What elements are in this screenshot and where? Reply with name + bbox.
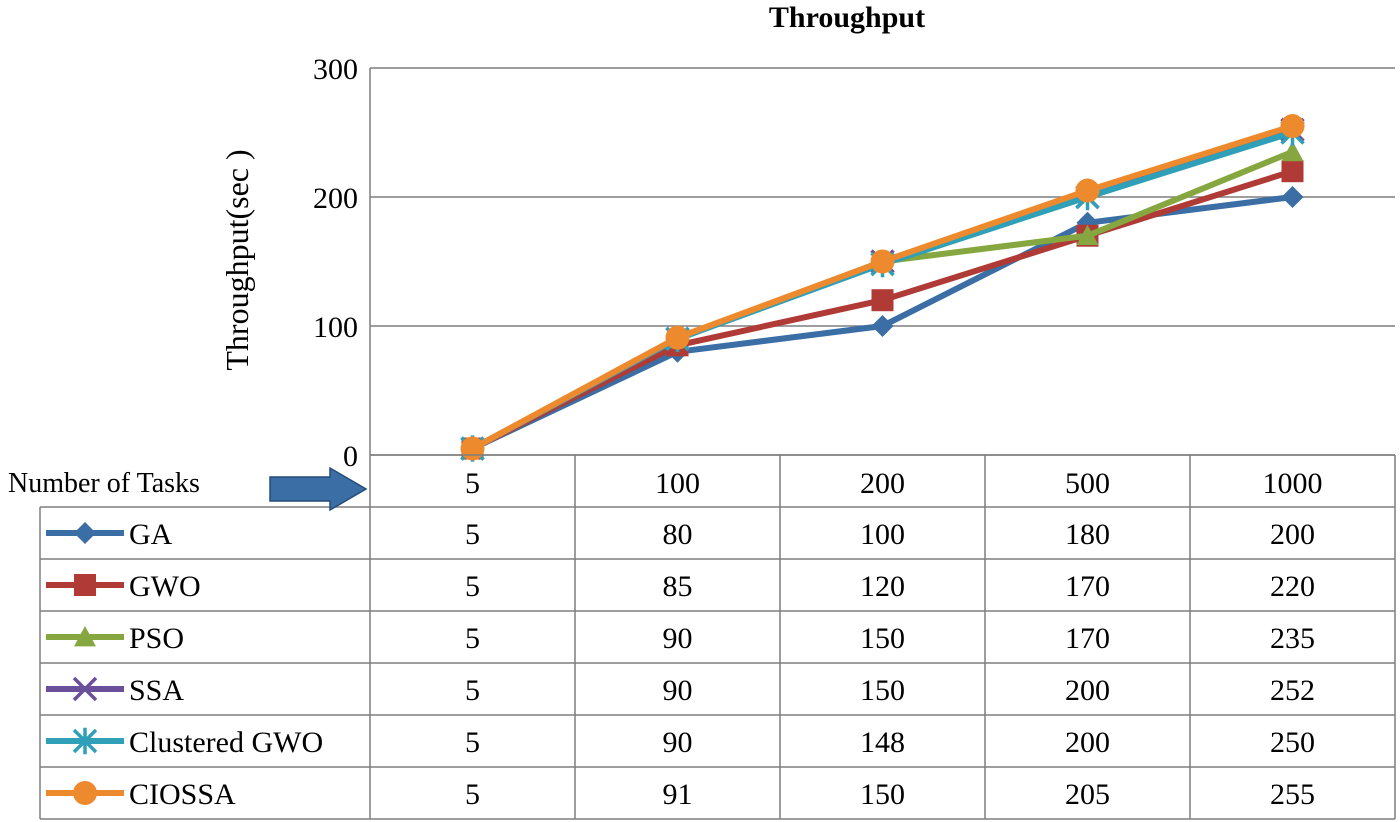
data-point-pso: [1076, 224, 1099, 246]
legend-entry-clustered-gwo: Clustered GWO: [46, 726, 323, 759]
data-point-ciossa: [665, 325, 690, 350]
table-cell: 148: [860, 726, 905, 759]
data-point-ciossa: [1075, 178, 1100, 203]
table-cell: 91: [663, 778, 693, 811]
series-gwo: [461, 160, 1304, 460]
table-cell: 90: [663, 726, 693, 759]
table-cell: 90: [663, 674, 693, 707]
data-point-ciossa: [460, 436, 485, 461]
table-cell: 100: [860, 518, 905, 551]
table-cell: 252: [1270, 674, 1315, 707]
series-ga: [461, 186, 1304, 460]
data-point-pso: [1281, 140, 1304, 162]
data-point-gwo: [1281, 160, 1304, 183]
x-tick-label: 500: [1065, 467, 1110, 500]
legend-label: SSA: [129, 674, 184, 707]
legend-label: PSO: [129, 622, 184, 655]
table-cell: 180: [1065, 518, 1110, 551]
series-line-ciossa: [471, 123, 1294, 452]
legend-marker-ga: [74, 522, 96, 544]
table-cell: 150: [860, 674, 905, 707]
data-point-ciossa: [1280, 114, 1305, 139]
table-cell: 200: [1065, 674, 1110, 707]
data-point-gwo: [871, 289, 894, 312]
table-cell: 250: [1270, 726, 1315, 759]
table-cell: 80: [663, 518, 693, 551]
data-table: 5 100 200 500 1000 GA 5 80 100 180 200 GWO 5 85 120 170…: [39, 454, 1396, 820]
table-cell: 170: [1065, 570, 1110, 603]
y-tick-label: 200: [313, 182, 358, 215]
legend-marker-gwo: [74, 574, 96, 596]
table-cell: 85: [663, 570, 693, 603]
x-axis-label: Number of Tasks: [8, 468, 200, 499]
x-tick-label: 1000: [1263, 467, 1323, 500]
legend-marker-pso: [74, 626, 96, 647]
y-tick-label: 0: [343, 440, 358, 473]
table-cell: 150: [860, 778, 905, 811]
table-cell: 5: [465, 778, 480, 811]
legend-entry-ga: GA: [46, 518, 173, 551]
legend-entry-pso: PSO: [46, 622, 184, 655]
data-point-ga: [871, 315, 894, 337]
table-cell: 200: [1270, 518, 1315, 551]
legend-entry-ciossa: CIOSSA: [46, 778, 236, 811]
table-cell: 220: [1270, 570, 1315, 603]
data-point-ciossa: [870, 249, 895, 274]
legend-marker-ciossa: [73, 781, 97, 805]
table-cell: 235: [1270, 622, 1315, 655]
x-tick-label: 200: [860, 467, 905, 500]
legend-label: CIOSSA: [129, 778, 236, 811]
chart-title: Throughput: [769, 1, 925, 34]
y-tick-labels: 0 100 200 300: [313, 53, 358, 473]
data-point-ga: [1281, 186, 1304, 208]
table-cell: 5: [465, 674, 480, 707]
legend-entry-ssa: SSA: [46, 674, 184, 707]
x-tick-label: 100: [655, 467, 700, 500]
table-cell: 5: [465, 622, 480, 655]
table-cell: 150: [860, 622, 905, 655]
legend-marker-ssa: [72, 676, 98, 702]
y-tick-label: 300: [313, 53, 358, 86]
series-lines: [460, 114, 1305, 462]
y-axis-label: Throughput(sec ): [219, 149, 255, 370]
legend-label: GA: [129, 518, 173, 551]
table-cell: 5: [465, 518, 480, 551]
table-cell: 200: [1065, 726, 1110, 759]
table-cell: 255: [1270, 778, 1315, 811]
legend-label: Clustered GWO: [129, 726, 323, 759]
x-tick-label: 5: [465, 467, 480, 500]
y-tick-label: 100: [313, 311, 358, 344]
legend-entry-gwo: GWO: [46, 570, 201, 603]
table-cell: 205: [1065, 778, 1110, 811]
legend-marker-clustered-gwo: [72, 727, 98, 755]
table-cell: 120: [860, 570, 905, 603]
table-cell: 5: [465, 570, 480, 603]
table-cell: 170: [1065, 622, 1110, 655]
table-cell: 90: [663, 622, 693, 655]
table-cell: 5: [465, 726, 480, 759]
legend-label: GWO: [129, 570, 201, 603]
arrow-icon: [269, 466, 368, 512]
